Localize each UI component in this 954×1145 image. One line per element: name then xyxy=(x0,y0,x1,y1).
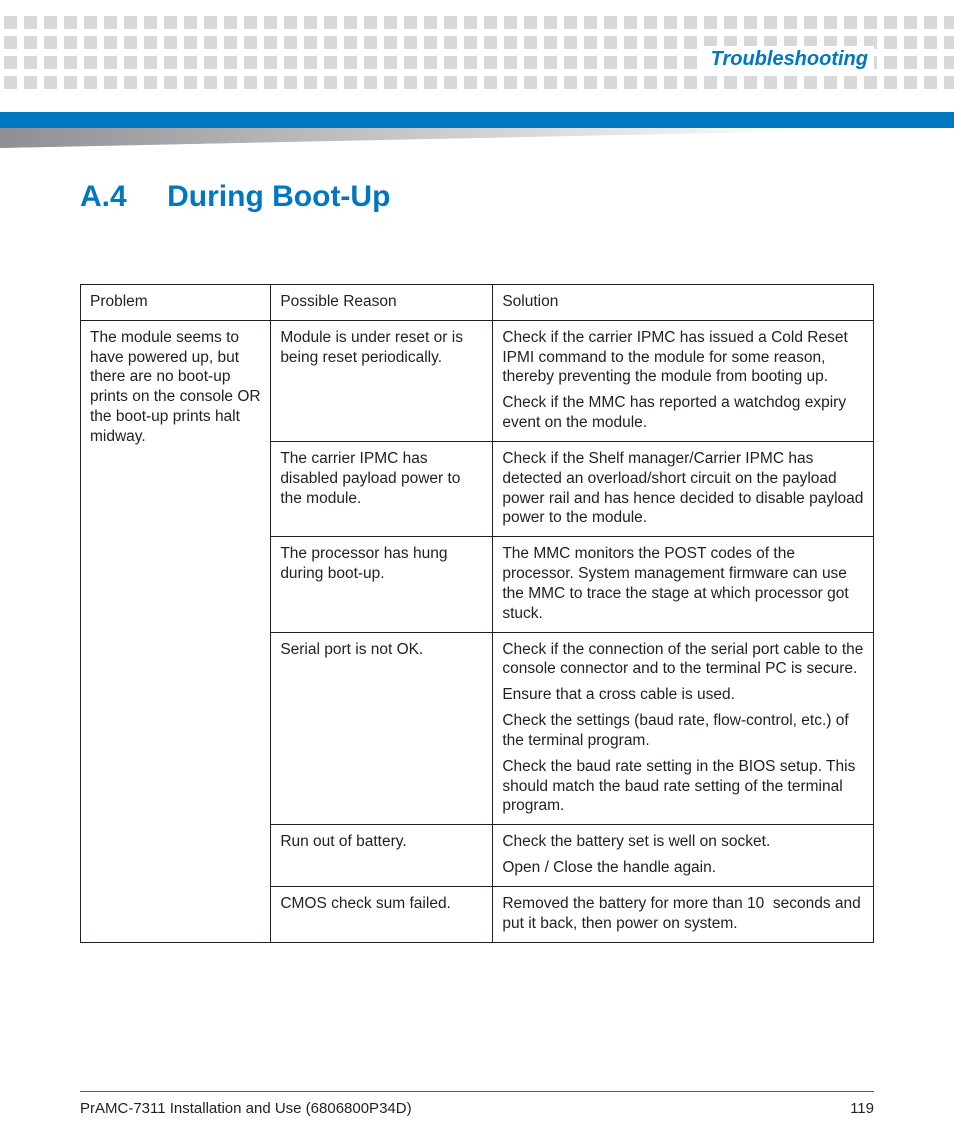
solution-paragraph: Check if the carrier IPMC has issued a C… xyxy=(502,328,864,387)
solution-paragraph: Open / Close the handle again. xyxy=(502,858,864,878)
footer-page-number: 119 xyxy=(850,1100,874,1117)
cell-reason: Run out of battery. xyxy=(271,825,493,887)
page-content: A.4 During Boot-Up Problem Possible Reas… xyxy=(80,180,874,943)
cell-solution: Check the battery set is well on socket.… xyxy=(493,825,874,887)
solution-paragraph: Check if the connection of the serial po… xyxy=(502,640,864,680)
col-reason: Possible Reason xyxy=(271,285,493,321)
troubleshooting-table: Problem Possible Reason Solution The mod… xyxy=(80,284,874,943)
solution-paragraph: Ensure that a cross cable is used. xyxy=(502,685,864,705)
col-solution: Solution xyxy=(493,285,874,321)
solution-paragraph: The MMC monitors the POST codes of the p… xyxy=(502,544,864,623)
cell-reason: The carrier IPMC has disabled payload po… xyxy=(271,441,493,536)
solution-paragraph: Check the baud rate setting in the BIOS … xyxy=(502,757,864,816)
table-row: The module seems to have powered up, but… xyxy=(81,320,874,441)
cell-solution: Check if the Shelf manager/Carrier IPMC … xyxy=(493,441,874,536)
footer-doc-title: PrAMC-7311 Installation and Use (6806800… xyxy=(80,1100,412,1117)
section-title: During Boot-Up xyxy=(167,180,390,213)
cell-solution: The MMC monitors the POST codes of the p… xyxy=(493,537,874,632)
col-problem: Problem xyxy=(81,285,271,321)
running-header-text: Troubleshooting xyxy=(697,46,874,73)
solution-paragraph: Check if the MMC has reported a watchdog… xyxy=(502,393,864,433)
section-heading: A.4 During Boot-Up xyxy=(80,180,874,214)
page-footer: PrAMC-7311 Installation and Use (6806800… xyxy=(80,1091,874,1117)
cell-solution: Check if the carrier IPMC has issued a C… xyxy=(493,320,874,441)
table-body: The module seems to have powered up, but… xyxy=(81,320,874,942)
cell-reason: Serial port is not OK. xyxy=(271,632,493,825)
section-number: A.4 xyxy=(80,180,127,213)
table-header-row: Problem Possible Reason Solution xyxy=(81,285,874,321)
cell-solution: Removed the battery for more than 10 sec… xyxy=(493,886,874,942)
cell-reason: Module is under reset or is being reset … xyxy=(271,320,493,441)
header-blue-bar xyxy=(0,112,954,128)
running-header: Troubleshooting xyxy=(0,46,874,73)
solution-paragraph: Check the battery set is well on socket. xyxy=(502,832,864,852)
document-page: Troubleshooting A.4 During Boot-Up Probl… xyxy=(0,0,954,1145)
cell-reason: The processor has hung during boot-up. xyxy=(271,537,493,632)
solution-paragraph: Removed the battery for more than 10 sec… xyxy=(502,894,864,934)
solution-paragraph: Check the settings (baud rate, flow-cont… xyxy=(502,711,864,751)
cell-reason: CMOS check sum failed. xyxy=(271,886,493,942)
solution-paragraph: Check if the Shelf manager/Carrier IPMC … xyxy=(502,449,864,528)
cell-solution: Check if the connection of the serial po… xyxy=(493,632,874,825)
header-gradient-bar xyxy=(0,128,954,148)
cell-problem: The module seems to have powered up, but… xyxy=(81,320,271,942)
